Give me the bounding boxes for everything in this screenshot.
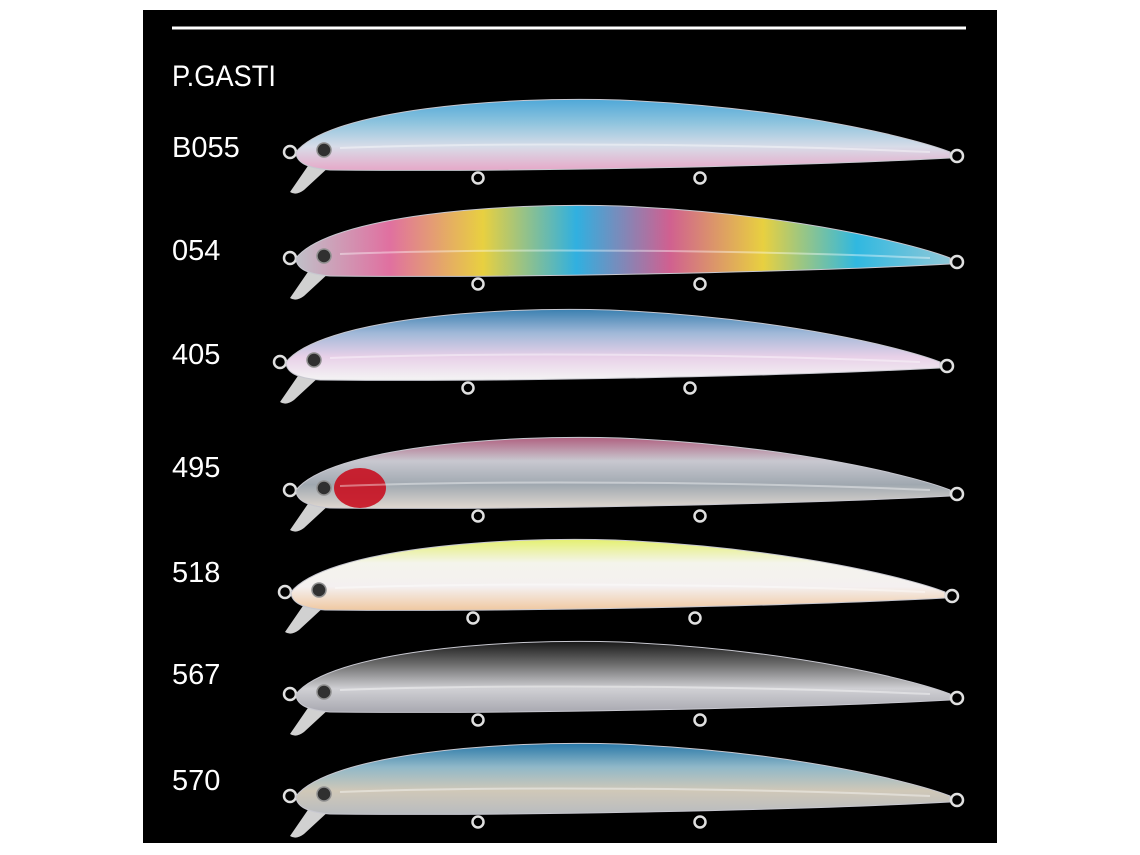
lure-body — [290, 538, 946, 611]
lure-eye — [316, 480, 332, 496]
lure-code: 570 — [172, 765, 220, 797]
lure-eye — [316, 786, 332, 802]
tail-eye — [949, 148, 965, 164]
lure-highlight — [339, 685, 931, 695]
lure-highlight — [339, 143, 931, 153]
lure-code: 405 — [172, 339, 220, 371]
hook-eye — [471, 815, 485, 829]
lure-highlight — [334, 583, 926, 593]
hook-eye — [693, 713, 707, 727]
lure-body — [285, 308, 941, 381]
tail-eye — [949, 792, 965, 808]
hook-eye — [693, 509, 707, 523]
hook-eye — [693, 277, 707, 291]
hook-eye — [471, 509, 485, 523]
lure-highlight — [339, 249, 931, 259]
tail-eye — [949, 254, 965, 270]
hook-eye — [688, 611, 702, 625]
hook-eye — [471, 713, 485, 727]
lure-eye — [316, 684, 332, 700]
lure-eye — [316, 248, 332, 264]
lure-highlight — [329, 353, 921, 363]
lure-body — [295, 204, 951, 277]
hook-eye — [471, 277, 485, 291]
series-title: P.GASTI — [172, 60, 276, 93]
lure — [272, 308, 955, 404]
lure-eye — [316, 142, 332, 158]
hook-eye — [471, 171, 485, 185]
lure-eye — [306, 352, 322, 368]
lure-body — [295, 742, 951, 815]
hook-eye — [461, 381, 475, 395]
lure-highlight — [339, 787, 931, 797]
tail-eye — [949, 486, 965, 502]
lure-highlight — [339, 481, 931, 491]
lure-code: 495 — [172, 452, 220, 484]
hook-eye — [693, 815, 707, 829]
lure — [282, 204, 965, 300]
lure-code: 518 — [172, 557, 220, 589]
tail-eye — [939, 358, 955, 374]
lure — [282, 98, 965, 194]
lure — [277, 538, 960, 634]
hook-eye — [683, 381, 697, 395]
hook-eye — [693, 171, 707, 185]
lure-eye — [311, 582, 327, 598]
lure — [282, 436, 965, 532]
lure-code: 567 — [172, 659, 220, 691]
tail-eye — [944, 588, 960, 604]
tail-eye — [949, 690, 965, 706]
lure-body — [295, 436, 951, 509]
hook-eye — [466, 611, 480, 625]
lure-body — [295, 640, 951, 713]
lure-code: 054 — [172, 235, 220, 267]
lure — [282, 742, 965, 838]
lure — [282, 640, 965, 736]
lure-code: B055 — [172, 132, 240, 164]
lure-body — [295, 98, 951, 171]
red-head — [334, 468, 386, 508]
